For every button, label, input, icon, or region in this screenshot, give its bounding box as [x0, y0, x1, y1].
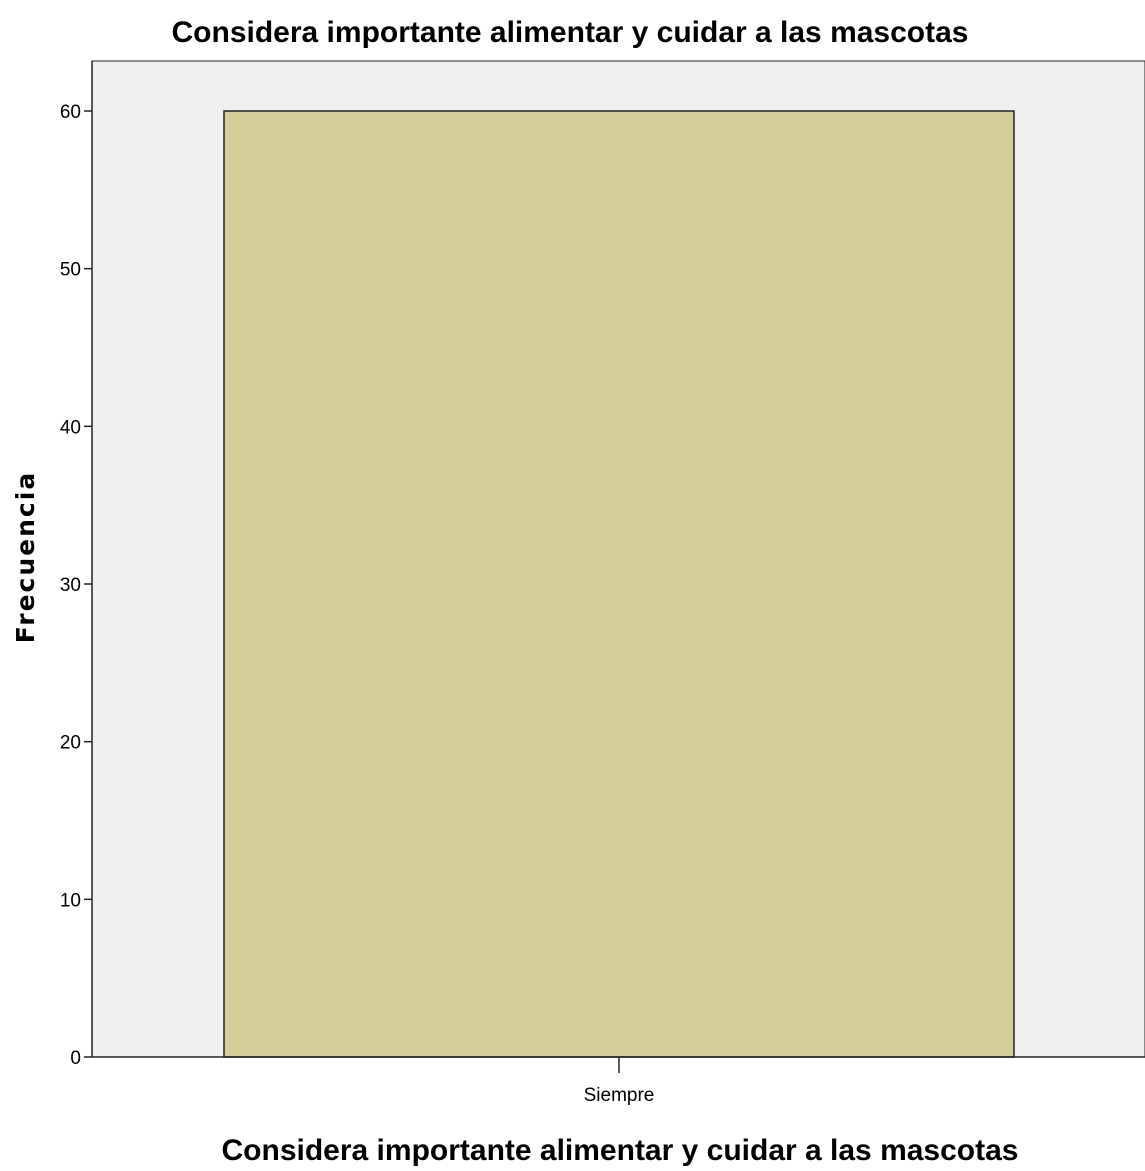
y-tick-label: 60 [60, 102, 81, 123]
y-axis-title: Frecuencia [11, 471, 40, 643]
y-tick-label: 20 [60, 733, 81, 754]
x-ticks-group: Siempre [584, 1057, 655, 1106]
y-tick-label: 30 [60, 575, 81, 596]
y-tick-label: 50 [60, 260, 81, 281]
bars-group [224, 111, 1014, 1057]
bar-siempre [224, 111, 1014, 1057]
y-tick-label: 10 [60, 890, 81, 911]
y-tick-label: 40 [60, 417, 81, 438]
x-axis-title: Considera importante alimentar y cuidar … [222, 1134, 1019, 1167]
y-ticks-group: 0 10 20 30 40 50 60 [60, 102, 92, 1069]
chart-title: Considera importante alimentar y cuidar … [172, 16, 969, 49]
y-tick-label: 0 [70, 1048, 81, 1069]
x-tick-label: Siempre [584, 1085, 655, 1106]
